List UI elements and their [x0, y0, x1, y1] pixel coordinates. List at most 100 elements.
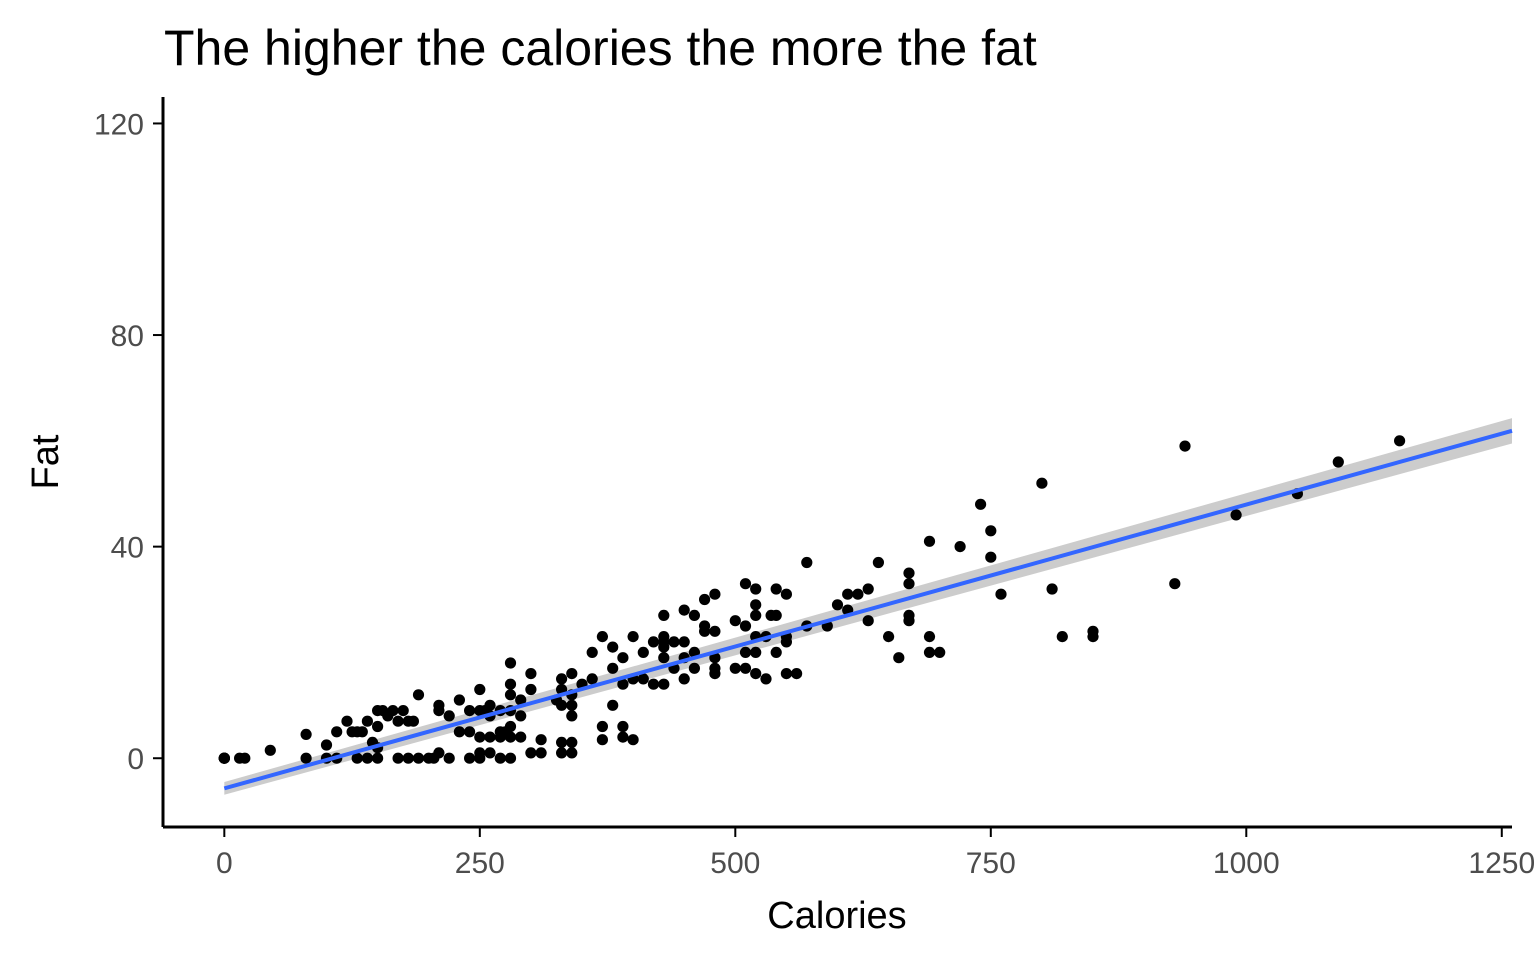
y-axis-title: Fat: [25, 434, 67, 489]
data-point: [627, 631, 639, 643]
data-point: [1056, 631, 1068, 643]
data-point: [556, 747, 568, 759]
axes: [161, 97, 1512, 829]
data-point: [995, 588, 1007, 600]
data-point: [647, 636, 660, 648]
data-point: [699, 625, 711, 637]
x-tick-label: 500: [710, 847, 760, 880]
x-tick-label: 1250: [1468, 847, 1535, 880]
data-point: [607, 641, 619, 653]
data-point: [504, 731, 517, 743]
data-point: [239, 752, 251, 764]
data-point: [739, 620, 752, 632]
data-point: [1046, 583, 1058, 595]
data-point: [525, 668, 537, 680]
data-point: [515, 731, 527, 743]
data-point: [504, 678, 517, 690]
data-point: [903, 615, 915, 627]
data-point: [923, 646, 936, 659]
data-point: [474, 683, 486, 696]
data-point: [412, 689, 425, 701]
data-point: [566, 747, 578, 759]
data-point: [300, 752, 312, 764]
data-point: [658, 652, 670, 664]
data-point: [699, 593, 711, 606]
data-point: [566, 699, 578, 711]
data-point: [617, 678, 629, 690]
data-point: [607, 662, 619, 674]
data-point: [433, 747, 445, 759]
data-point: [658, 641, 670, 653]
data-point: [464, 705, 476, 717]
chart-title: The higher the calories the more the fat: [164, 20, 1037, 76]
data-point: [525, 747, 537, 759]
data-point: [750, 599, 762, 611]
data-point: [586, 673, 598, 685]
data-point: [750, 646, 762, 659]
data-point: [688, 662, 701, 674]
data-point: [515, 710, 527, 722]
data-point: [975, 498, 987, 510]
data-point: [453, 694, 465, 706]
data-point: [341, 715, 353, 727]
data-point: [535, 747, 547, 759]
data-point: [525, 683, 537, 696]
data-point: [474, 752, 486, 764]
data-point: [596, 631, 609, 643]
data-point: [750, 668, 762, 680]
data-point: [862, 583, 874, 595]
data-point: [617, 720, 629, 733]
data-point: [729, 662, 741, 674]
x-tick-label: 750: [966, 847, 1016, 880]
data-point: [443, 710, 455, 722]
data-point: [872, 556, 885, 569]
data-point: [586, 646, 598, 659]
data-point: [320, 739, 333, 751]
data-point: [770, 609, 782, 622]
y-tick-label: 80: [111, 320, 144, 353]
data-point: [770, 583, 782, 595]
data-point: [923, 535, 936, 547]
data-point: [780, 588, 793, 600]
data-point: [1087, 631, 1099, 643]
data-point: [351, 752, 363, 764]
x-tick-label: 250: [455, 847, 505, 880]
data-point: [617, 652, 629, 664]
data-point: [903, 578, 915, 590]
data-point: [668, 636, 680, 648]
data-point: [893, 652, 905, 664]
data-point: [637, 673, 649, 685]
data-point: [801, 556, 813, 569]
data-point: [494, 752, 506, 764]
data-point: [433, 705, 445, 717]
data-point: [412, 752, 425, 764]
data-point: [484, 747, 496, 759]
data-point: [484, 699, 496, 711]
data-point: [709, 625, 721, 637]
data-point: [791, 668, 803, 680]
data-point: [985, 525, 997, 537]
data-point: [842, 588, 854, 600]
data-point: [504, 720, 517, 733]
data-point: [356, 726, 368, 738]
data-point: [504, 689, 517, 701]
data-point: [453, 726, 465, 738]
data-point: [739, 578, 752, 590]
data-point: [883, 631, 895, 643]
data-point: [1230, 509, 1242, 521]
scatter-points: [218, 435, 1406, 764]
data-point: [729, 615, 741, 627]
data-point: [218, 752, 230, 764]
confidence-band-area: [224, 418, 1513, 795]
data-point: [760, 673, 772, 685]
data-point: [372, 720, 384, 733]
data-point: [1036, 477, 1048, 489]
data-point: [1169, 578, 1181, 590]
data-point: [780, 636, 793, 648]
data-point: [264, 744, 276, 756]
data-point: [678, 604, 690, 616]
data-point: [709, 668, 721, 680]
data-point: [954, 541, 966, 553]
data-point: [596, 734, 609, 746]
